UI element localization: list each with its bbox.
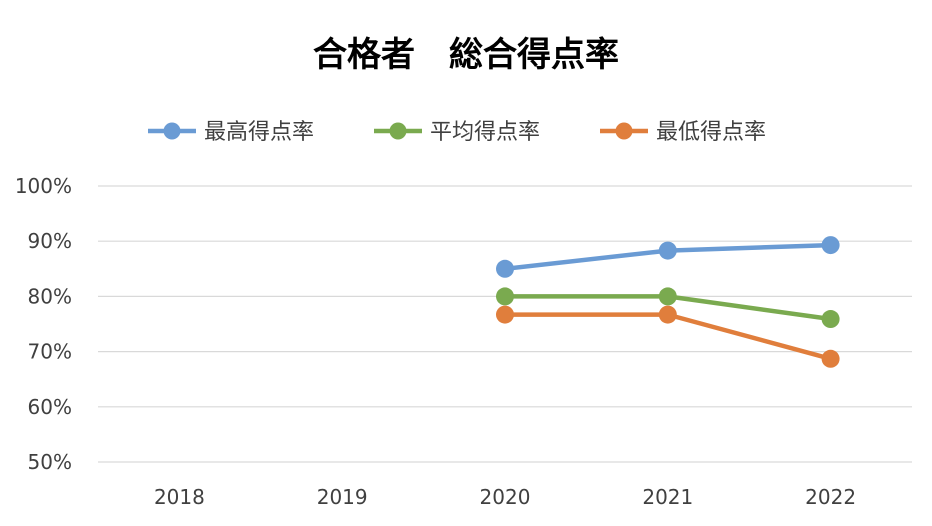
chart-title: 合格者 総合得点率	[313, 35, 619, 75]
legend-label: 平均得点率	[430, 120, 540, 145]
y-tick-label: 60%	[28, 395, 72, 419]
data-point	[821, 310, 840, 329]
y-tick-label: 100%	[15, 174, 72, 198]
data-point	[821, 349, 840, 368]
data-point	[496, 259, 514, 278]
x-tick-label: 2020	[480, 485, 531, 509]
x-axis-ticks: 2018 2019 2020 2021 2022	[154, 485, 856, 509]
data-point	[821, 236, 840, 255]
legend-marker	[389, 122, 407, 140]
legend-marker	[163, 122, 181, 140]
series-group	[496, 236, 840, 368]
x-tick-label: 2022	[805, 485, 856, 509]
x-tick-label: 2019	[317, 485, 368, 509]
x-tick-label: 2018	[154, 485, 205, 509]
y-axis-ticks: 100% 90% 80% 70% 60% 50%	[15, 174, 72, 474]
data-point	[496, 287, 514, 306]
legend: 最高得点率 平均得点率 最低得点率	[148, 120, 766, 145]
data-point	[658, 241, 677, 260]
data-point	[658, 287, 677, 306]
y-tick-label: 50%	[28, 450, 72, 474]
legend-label: 最低得点率	[656, 120, 766, 145]
data-point	[658, 305, 677, 324]
y-tick-label: 70%	[28, 340, 72, 364]
legend-label: 最高得点率	[204, 120, 314, 145]
y-tick-label: 90%	[28, 229, 72, 253]
legend-marker	[615, 122, 633, 140]
data-point	[496, 305, 514, 324]
y-tick-label: 80%	[28, 284, 72, 308]
grid-lines	[98, 185, 912, 463]
x-tick-label: 2021	[642, 485, 693, 509]
